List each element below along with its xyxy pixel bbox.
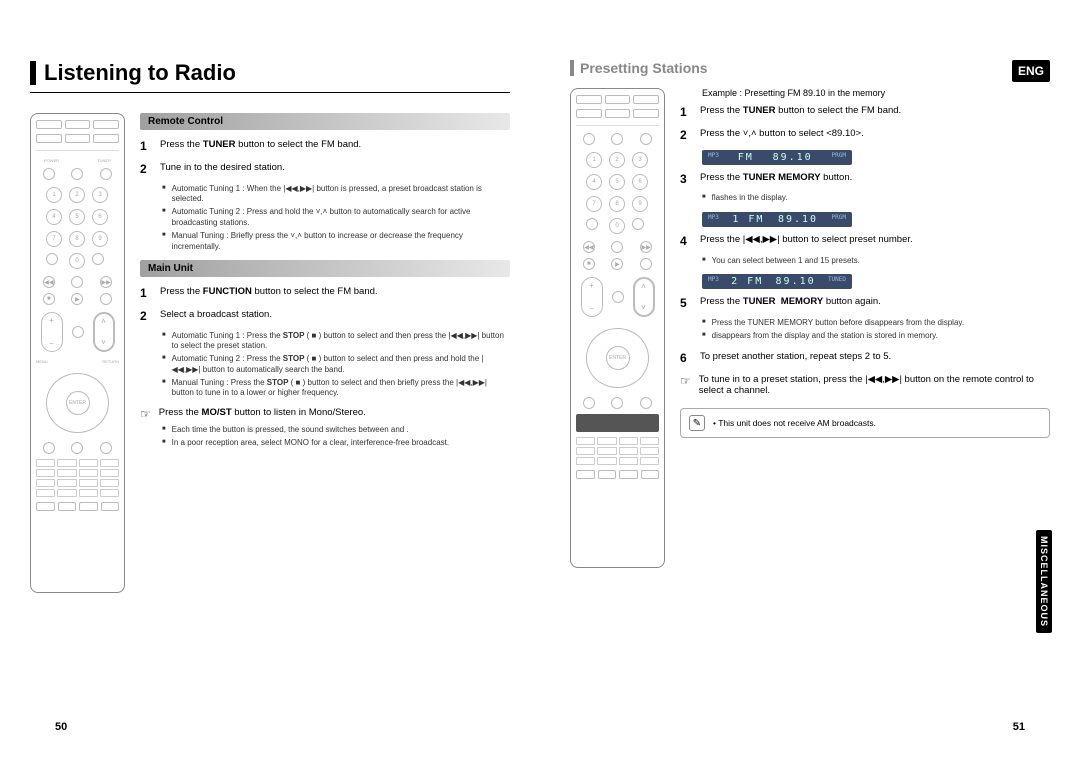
manual-spread: Listening to Radio POWERTUNER 123 456 78…	[0, 0, 1080, 763]
page-50: Listening to Radio POWERTUNER 123 456 78…	[0, 0, 540, 763]
bullet-text: Manual Tuning : Press the STOP ( ■ ) but…	[172, 378, 510, 399]
left-content: Remote Control 1Press the TUNER button t…	[140, 113, 510, 593]
remote-illustration-left: POWERTUNER 123 456 789 0 ◀◀▶▶ ■▶ +− ˄˅	[30, 113, 125, 593]
bullet-text: In a poor reception area, select MONO fo…	[172, 438, 449, 448]
page-title: Listening to Radio	[44, 60, 236, 86]
remote-illustration-right: 123 456 789 0 ◀◀▶▶ ■▶ +− ˄˅	[570, 88, 665, 568]
page-51: ENG MISCELLANEOUS Presetting Stations 12…	[540, 0, 1080, 763]
bullet-text: flashes in the display.	[712, 193, 788, 203]
language-badge: ENG	[1012, 60, 1050, 82]
section-header-remote: Remote Control	[140, 113, 510, 130]
pointer-icon	[680, 374, 691, 388]
bullet-text: Automatic Tuning 1 : Press the STOP ( ■ …	[172, 331, 510, 352]
step-text: Press the FUNCTION button to select the …	[160, 285, 510, 298]
step-text: Press the |◀◀,▶▶| button to select prese…	[700, 233, 1050, 246]
subsection-title: Presetting Stations	[570, 60, 1050, 76]
hand-text: To tune in to a preset station, press th…	[699, 374, 1050, 396]
step-text: Press the TUNER button to select the FM …	[700, 104, 1050, 117]
section-tab: MISCELLANEOUS	[1036, 530, 1052, 633]
display-readout: MP31 FM89.10PRGM	[702, 212, 852, 227]
bullet-text: Automatic Tuning 2 : Press the STOP ( ■ …	[172, 354, 510, 375]
example-label: Example : Presetting FM 89.10 in the mem…	[680, 88, 1050, 98]
pointer-icon	[140, 407, 151, 421]
step-text: Press the TUNER button to select the FM …	[160, 138, 510, 151]
display-readout: MP3FM89.10PRGM	[702, 150, 852, 165]
note-icon: ✎	[689, 415, 705, 431]
title-accent-bar	[30, 61, 36, 85]
bullet-text: Automatic Tuning 2 : Press and hold the …	[172, 207, 510, 228]
title-row: Listening to Radio	[30, 60, 510, 93]
page-number: 51	[1013, 721, 1025, 733]
hand-text: Press the MO/ST button to listen in Mono…	[159, 407, 366, 418]
bullet-text: You can select between 1 and 15 presets.	[712, 256, 860, 266]
bullet-text: Automatic Tuning 1 : When the |◀◀,▶▶| bu…	[172, 184, 510, 205]
right-content: Example : Presetting FM 89.10 in the mem…	[680, 88, 1050, 568]
step-text: To preset another station, repeat steps …	[700, 350, 1050, 363]
display-readout: MP32 FM89.10TUNED	[702, 274, 852, 289]
step-text: Tune in to the desired station.	[160, 161, 510, 174]
bullet-text: disappears from the display and the stat…	[712, 331, 938, 341]
bullet-text: Press the TUNER MEMORY button before dis…	[712, 318, 964, 328]
page-number: 50	[55, 721, 67, 733]
step-text: Select a broadcast station.	[160, 308, 510, 321]
bullet-text: Manual Tuning : Briefly press the ˅,˄ bu…	[172, 231, 510, 252]
step-text: Press the ˅,˄ button to select <89.10>.	[700, 127, 1050, 140]
note-box: ✎ • This unit does not receive AM broadc…	[680, 408, 1050, 438]
bullet-text: Each time the button is pressed, the sou…	[172, 425, 409, 435]
note-text: This unit does not receive AM broadcasts…	[718, 418, 876, 428]
step-text: Press the TUNER MEMORY button again.	[700, 295, 1050, 308]
section-header-main: Main Unit	[140, 260, 510, 277]
step-text: Press the TUNER MEMORY button.	[700, 171, 1050, 184]
